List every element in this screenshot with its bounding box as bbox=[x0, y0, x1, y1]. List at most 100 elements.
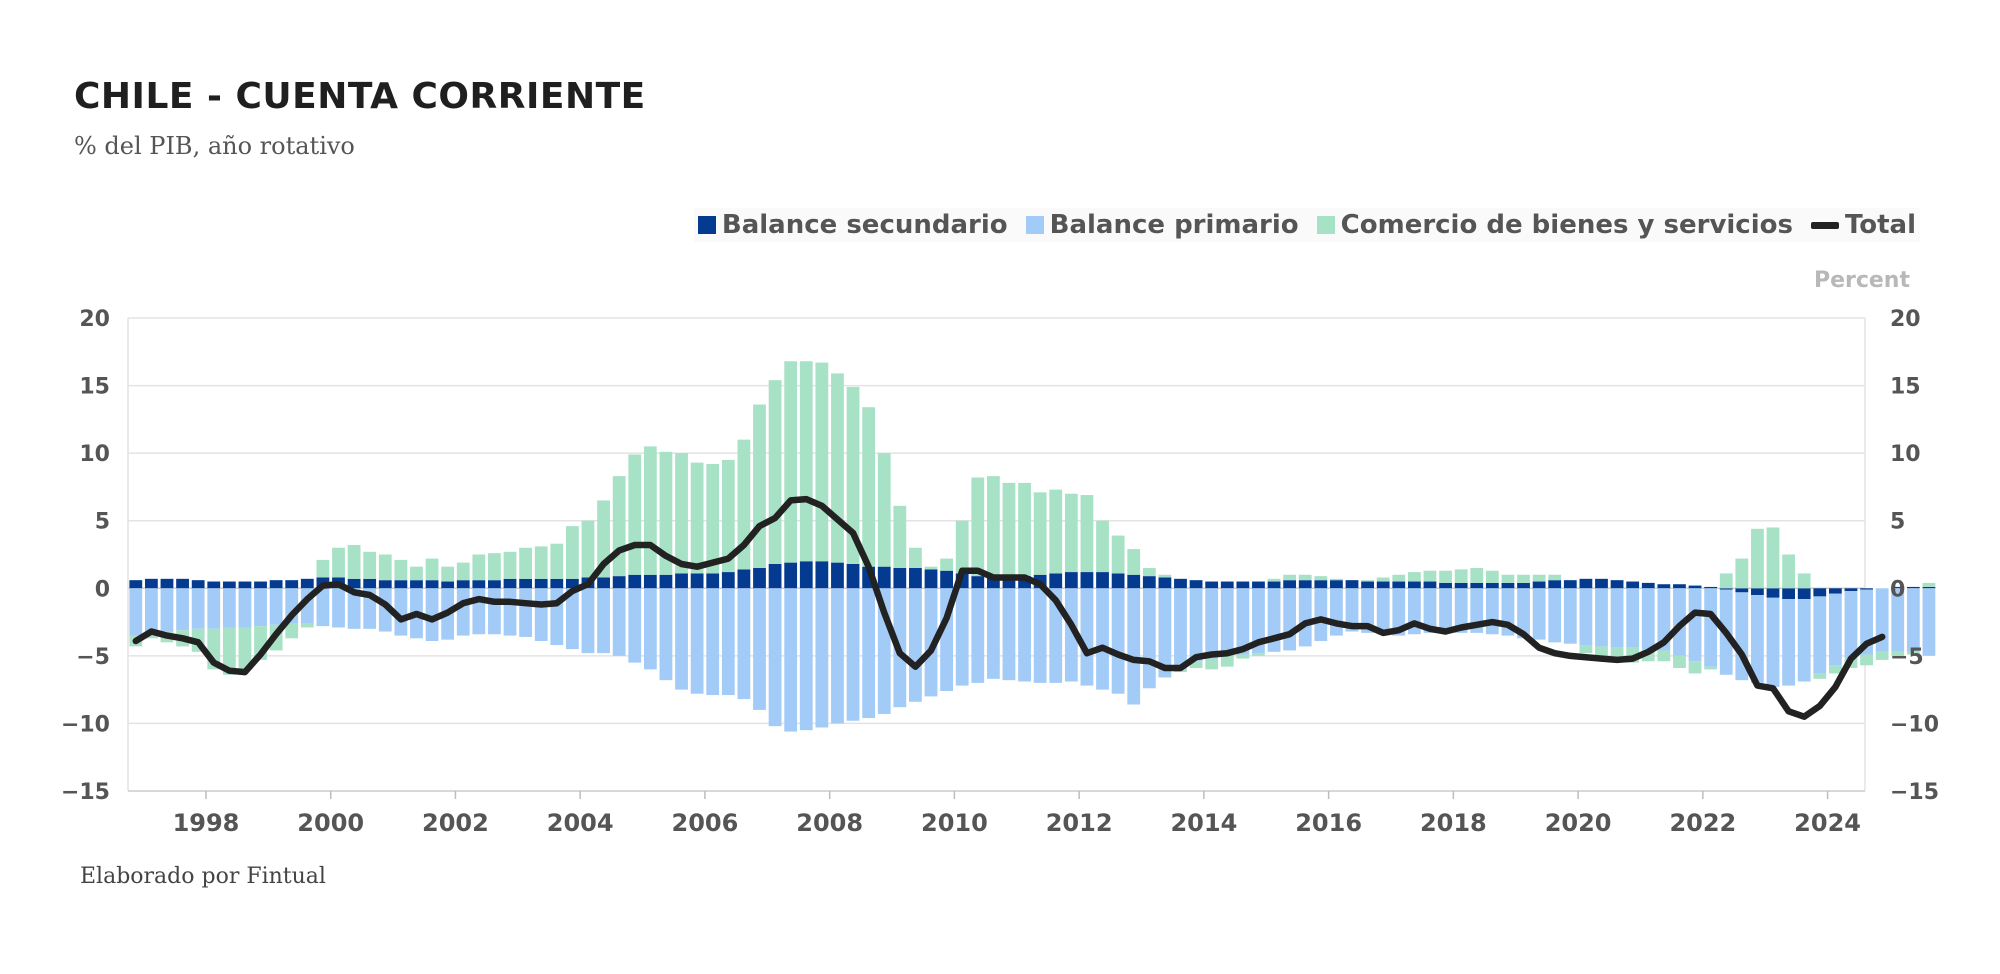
bar-primario bbox=[1548, 588, 1562, 643]
bar-primario bbox=[1751, 595, 1764, 683]
bar-comercio bbox=[893, 505, 907, 569]
legend-item-comercio[interactable]: Comercio de bienes y servicios bbox=[1316, 210, 1793, 240]
bar-primario bbox=[1517, 588, 1530, 639]
bar-comercio bbox=[1673, 655, 1686, 669]
bar-comercio bbox=[1922, 582, 1936, 587]
bar-comercio bbox=[909, 547, 922, 569]
bar-secundario bbox=[488, 580, 501, 589]
bar-primario bbox=[1049, 588, 1063, 683]
bar-secundario bbox=[534, 578, 548, 589]
bar-secundario bbox=[1735, 588, 1749, 593]
bar-secundario bbox=[144, 578, 158, 589]
bar-primario bbox=[737, 588, 751, 700]
bar-primario bbox=[1283, 588, 1297, 651]
bar-secundario bbox=[1345, 580, 1359, 589]
bar-primario bbox=[628, 588, 642, 663]
total-series-line bbox=[132, 495, 1886, 720]
x-tick-label: 2008 bbox=[796, 809, 863, 837]
bar-secundario bbox=[1548, 580, 1562, 589]
bar-primario bbox=[721, 588, 735, 696]
bar-secundario bbox=[1267, 581, 1281, 589]
bar-secundario bbox=[565, 578, 579, 589]
bar-secundario bbox=[347, 578, 361, 589]
bar-comercio bbox=[394, 559, 408, 581]
bar-primario bbox=[1626, 588, 1640, 648]
bar-comercio bbox=[1111, 535, 1125, 574]
bar-secundario bbox=[1283, 580, 1297, 589]
bar-secundario bbox=[1751, 588, 1764, 596]
bar-primario bbox=[1376, 588, 1390, 635]
bar-primario bbox=[1361, 588, 1374, 633]
x-tick-label: 2000 bbox=[297, 809, 364, 837]
bar-primario bbox=[1844, 590, 1858, 659]
bar-comercio bbox=[1080, 495, 1094, 573]
bar-primario bbox=[581, 588, 595, 654]
bar-comercio bbox=[550, 543, 564, 579]
bar-comercio bbox=[1501, 574, 1515, 583]
bar-secundario bbox=[363, 578, 377, 589]
bar-primario bbox=[394, 588, 408, 636]
bar-comercio bbox=[565, 526, 579, 579]
bar-secundario bbox=[721, 572, 735, 589]
bar-comercio bbox=[1158, 574, 1172, 578]
bar-comercio bbox=[1330, 578, 1343, 581]
x-tick-label: 2024 bbox=[1794, 809, 1861, 837]
bar-primario bbox=[612, 588, 626, 656]
bar-comercio bbox=[690, 462, 704, 574]
bar-primario bbox=[160, 588, 174, 632]
bar-primario bbox=[1595, 588, 1608, 647]
legend-item-secundario[interactable]: Balance secundario bbox=[697, 210, 1008, 240]
bar-secundario bbox=[1423, 581, 1437, 589]
legend-item-primario[interactable]: Balance primario bbox=[1025, 210, 1299, 240]
bar-secundario bbox=[659, 574, 673, 589]
bar-secundario bbox=[1563, 580, 1577, 589]
bar-secundario bbox=[1064, 572, 1078, 589]
bar-comercio bbox=[144, 634, 158, 639]
bar-comercio bbox=[815, 362, 829, 562]
bar-primario bbox=[1782, 599, 1795, 686]
bar-primario bbox=[565, 588, 579, 650]
bar-primario bbox=[1345, 588, 1359, 632]
bar-comercio bbox=[1049, 489, 1063, 574]
bar-comercio bbox=[347, 545, 361, 579]
bar-secundario bbox=[238, 581, 252, 589]
bar-primario bbox=[456, 588, 470, 636]
bar-comercio bbox=[1361, 580, 1374, 582]
bar-secundario bbox=[909, 568, 922, 589]
bar-comercio bbox=[753, 404, 766, 569]
bar-secundario bbox=[1220, 581, 1234, 589]
bar-secundario bbox=[1610, 580, 1624, 589]
bar-primario bbox=[597, 588, 610, 654]
bar-secundario bbox=[1844, 588, 1858, 591]
bar-comercio bbox=[862, 407, 876, 567]
bar-primario bbox=[924, 588, 938, 697]
legend-item-total[interactable]: Total bbox=[1810, 210, 1916, 240]
bar-primario bbox=[971, 588, 985, 683]
bar-primario bbox=[1220, 588, 1234, 656]
bar-secundario bbox=[1860, 588, 1873, 590]
x-tick-label: 2016 bbox=[1295, 809, 1362, 837]
y-tick-right: −5 bbox=[1890, 645, 1924, 670]
bar-secundario bbox=[441, 581, 455, 589]
bar-secundario bbox=[1579, 578, 1593, 589]
bar-comercio bbox=[1735, 558, 1749, 589]
bar-comercio bbox=[986, 476, 1000, 578]
bar-comercio bbox=[332, 547, 345, 578]
bar-primario bbox=[706, 588, 720, 696]
bar-primario bbox=[207, 588, 221, 629]
bar-primario bbox=[1922, 588, 1936, 656]
bar-secundario bbox=[1392, 581, 1406, 589]
bar-secundario bbox=[986, 577, 1000, 589]
bar-secundario bbox=[1906, 586, 1920, 589]
bar-secundario bbox=[1673, 584, 1686, 589]
bar-secundario bbox=[877, 566, 891, 589]
y-tick-left: −15 bbox=[61, 780, 110, 805]
bar-comercio bbox=[425, 558, 439, 581]
bar-secundario bbox=[784, 562, 798, 589]
bar-primario bbox=[1532, 588, 1546, 640]
bar-secundario bbox=[394, 580, 408, 589]
bar-secundario bbox=[1330, 580, 1343, 589]
bar-comercio bbox=[1314, 576, 1328, 581]
bar-secundario bbox=[643, 574, 657, 589]
bar-secundario bbox=[1470, 582, 1484, 589]
